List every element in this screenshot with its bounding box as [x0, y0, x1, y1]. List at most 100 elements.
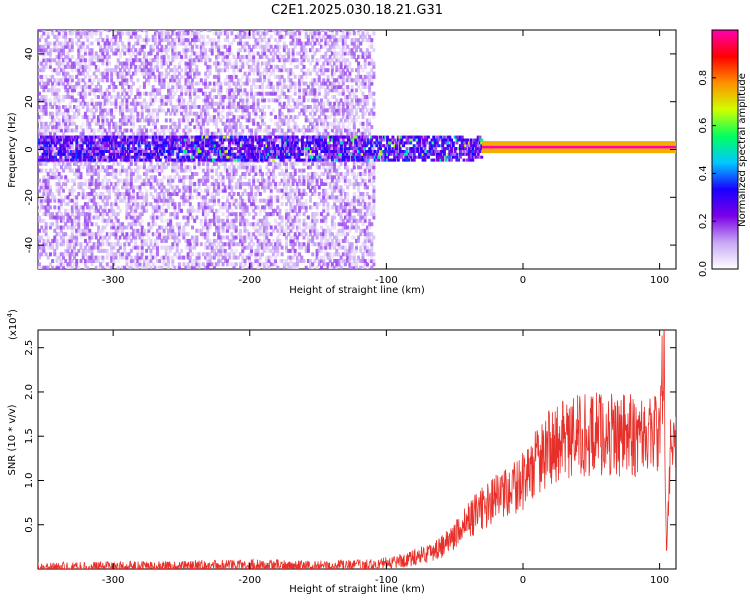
heatmap-cell: [311, 178, 315, 183]
heatmap-cell: [256, 265, 260, 269]
heatmap-cell: [101, 95, 105, 99]
heatmap-cell: [160, 54, 164, 59]
heatmap-cell: [129, 118, 133, 123]
heatmap-cell: [97, 101, 100, 106]
heatmap-cell: [138, 195, 142, 200]
heatmap-cell: [66, 81, 70, 86]
heatmap-cell: [68, 225, 72, 230]
heatmap-cell: [278, 259, 282, 263]
heatmap-cell: [247, 195, 251, 200]
heatmap-cell: [269, 225, 273, 230]
heatmap-cell: [134, 255, 138, 260]
heatmap-cell: [234, 64, 238, 69]
heatmap-cell: [40, 168, 44, 173]
heatmap-cell: [252, 202, 256, 207]
heatmap-cell: [59, 202, 63, 207]
heatmap-cell: [164, 198, 168, 203]
heatmap-cell: [232, 95, 236, 99]
heatmap-cell: [311, 108, 315, 113]
heatmap-cell: [267, 105, 271, 109]
heatmap-cell: [219, 225, 223, 230]
heatmap-cell: [169, 118, 173, 123]
heatmap-cell: [68, 145, 72, 150]
heatmap-cell: [191, 259, 194, 263]
heatmap-cell: [92, 111, 96, 116]
heatmap-cell: [191, 225, 194, 230]
heatmap-cell: [261, 175, 264, 180]
heatmap-cell: [293, 195, 297, 200]
heatmap-cell: [92, 232, 96, 237]
heatmap-cell: [62, 182, 65, 186]
heatmap-cell: [149, 61, 153, 66]
heatmap-cell: [228, 88, 232, 93]
heatmap-cell: [151, 128, 155, 133]
heatmap-cell: [182, 85, 186, 89]
heatmap-cell: [169, 248, 173, 253]
heatmap-cell: [236, 255, 240, 260]
heatmap-cell: [112, 41, 116, 46]
heatmap-cell: [83, 51, 87, 56]
heatmap-cell: [188, 54, 192, 59]
heatmap-cell: [73, 64, 76, 69]
heatmap-cell: [73, 161, 76, 166]
heatmap-cell: [250, 128, 253, 133]
heatmap-cell: [232, 71, 236, 76]
heatmap-cell: [167, 64, 170, 69]
heatmap-cell: [101, 38, 105, 43]
heatmap-cell: [280, 218, 284, 223]
heatmap-cell: [64, 85, 68, 89]
heatmap-cell: [250, 262, 253, 267]
heatmap-cell: [156, 74, 159, 79]
heatmap-cell: [112, 212, 116, 217]
heatmap-cell: [142, 265, 146, 269]
heatmap-cell: [195, 192, 199, 196]
heatmap-cell: [66, 54, 70, 59]
heatmap-cell: [206, 98, 210, 103]
heatmap-cell: [105, 131, 109, 136]
heatmap-cell: [236, 242, 240, 247]
heatmap-cell: [147, 61, 151, 66]
heatmap-cell: [123, 95, 127, 99]
heatmap-cell: [147, 108, 151, 113]
heatmap-cell: [195, 64, 199, 69]
heatmap-cell: [228, 48, 232, 53]
heatmap-cell: [112, 88, 116, 93]
heatmap-cell: [239, 161, 243, 166]
heatmap-cell: [70, 74, 74, 79]
heatmap-cell: [112, 38, 116, 43]
heatmap-cell: [274, 98, 278, 103]
heatmap-cell: [230, 242, 234, 247]
heatmap-cell: [156, 178, 159, 183]
heatmap-cell: [103, 115, 107, 120]
heatmap-cell: [258, 85, 262, 89]
heatmap-cell: [145, 38, 149, 43]
heatmap-cell: [295, 98, 299, 103]
heatmap-cell: [285, 44, 288, 49]
heatmap-cell: [38, 145, 41, 150]
heatmap-cell: [276, 238, 280, 243]
heatmap-cell: [258, 245, 262, 250]
heatmap-cell: [167, 88, 170, 93]
heatmap-cell: [311, 31, 315, 36]
heatmap-cell: [280, 91, 284, 96]
heatmap-cell: [90, 165, 94, 170]
heatmap-cell: [88, 108, 92, 113]
heatmap-cell: [247, 111, 251, 116]
heatmap-cell: [171, 95, 175, 99]
heatmap-cell: [186, 198, 190, 203]
heatmap-cell: [293, 41, 297, 46]
heatmap-cell: [258, 108, 262, 113]
heatmap-cell: [118, 192, 122, 196]
heatmap-cell: [73, 225, 76, 230]
heatmap-cell: [169, 198, 173, 203]
heatmap-cell: [180, 255, 184, 260]
heatmap-cell: [180, 91, 184, 96]
heatmap-cell: [77, 61, 81, 66]
heatmap-cell: [201, 105, 205, 109]
heatmap-cell: [83, 61, 87, 66]
heatmap-cell: [217, 228, 221, 233]
heatmap-cell: [83, 182, 87, 186]
heatmap-cell: [164, 218, 168, 223]
heatmap-cell: [221, 185, 225, 190]
heatmap-cell: [125, 64, 129, 69]
